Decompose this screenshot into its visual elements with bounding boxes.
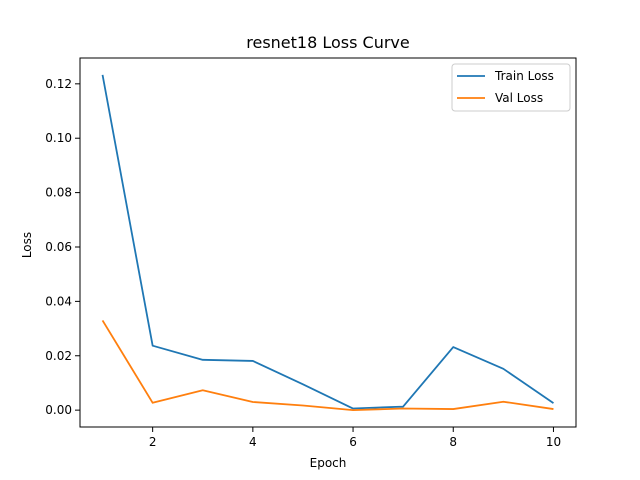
plot-area-frame xyxy=(79,57,577,428)
y-tick-label: 0.02 xyxy=(45,349,72,363)
y-tick-label: 0.08 xyxy=(45,186,72,200)
y-axis-ticks: 0.00 0.02 0.04 0.06 0.08 0.10 0.12 xyxy=(45,77,80,417)
y-axis-label: Loss xyxy=(20,232,34,258)
y-tick-label: 0.12 xyxy=(45,77,72,91)
val-loss-line xyxy=(101,319,554,412)
x-tick-label: 2 xyxy=(149,435,157,449)
y-tick-label: 0.10 xyxy=(45,131,72,145)
y-tick-label: 0.06 xyxy=(45,240,72,254)
y-tick-label: 0.04 xyxy=(45,294,72,308)
train-loss-line xyxy=(101,74,554,410)
series-layer xyxy=(101,74,554,412)
x-axis-ticks: 2 4 6 8 10 xyxy=(149,427,561,449)
legend-val-loss-label: Val Loss xyxy=(495,91,543,105)
chart-title: resnet18 Loss Curve xyxy=(246,33,410,52)
x-tick-label: 4 xyxy=(249,435,257,449)
x-tick-label: 8 xyxy=(449,435,457,449)
x-axis-label: Epoch xyxy=(310,456,347,470)
x-tick-label: 10 xyxy=(546,435,561,449)
legend: Train Loss Val Loss xyxy=(451,63,571,112)
y-tick-label: 0.00 xyxy=(45,403,72,417)
x-tick-label: 6 xyxy=(349,435,357,449)
legend-train-loss-label: Train Loss xyxy=(494,69,554,83)
